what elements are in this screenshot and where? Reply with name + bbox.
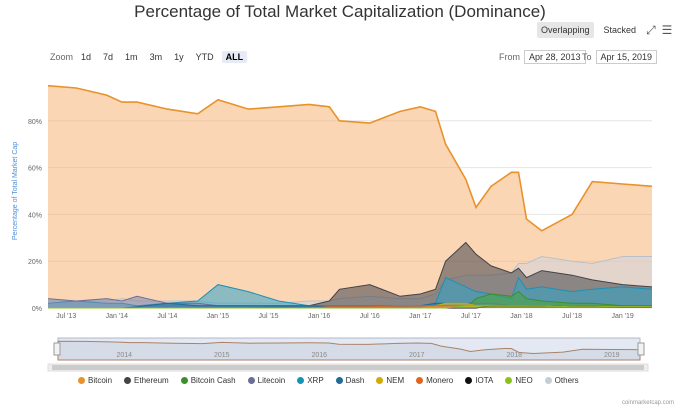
legend-label: Others [554, 376, 579, 385]
legend-marker [335, 377, 343, 384]
legend-item-bitcoin[interactable]: Bitcoin [78, 376, 112, 385]
zoom-ytd-button[interactable]: YTD [195, 52, 214, 62]
line-neo [48, 305, 652, 309]
x-axis-labels: Jul '13 Jan '14 Jul '14 Jan '15 Jul '15 Jan '… [56, 313, 634, 320]
x-tick-label: Jul '15 [259, 313, 279, 320]
legend-item-litecoin[interactable]: Litecoin [247, 376, 286, 385]
legend-marker [465, 377, 473, 384]
stacked-button[interactable]: Stacked [603, 25, 637, 35]
to-label: To [582, 52, 592, 62]
legend-label: Bitcoin Cash [190, 376, 236, 385]
navigator[interactable]: 2014 2015 2016 2017 2018 2019 [47, 337, 649, 372]
navigator-label: 2014 [117, 352, 133, 359]
legend-item-neo[interactable]: NEO [505, 376, 533, 385]
overlapping-button[interactable]: Overlapping [537, 22, 594, 38]
navigator-label: 2019 [604, 352, 620, 359]
navigator-right-handle [637, 342, 645, 356]
legend-label: IOTA [475, 376, 494, 385]
legend-marker [78, 377, 85, 384]
dominance-chart: 0% 20% 40% 60% 80% Jul '13 Jan '14 Jul '14 Jan … [12, 84, 653, 372]
legend-marker [297, 377, 305, 384]
legend-label: NEM [386, 376, 405, 385]
legend-label: Monero [426, 376, 454, 385]
range-to: To Apr 15, 2019 [582, 50, 658, 64]
x-tick-label: Jan '15 [207, 313, 229, 320]
x-tick-label: Jan '18 [510, 313, 532, 320]
to-date-input[interactable]: Apr 15, 2019 [595, 50, 658, 64]
zoom-1m-button[interactable]: 1m [125, 52, 138, 62]
area-ethereum [48, 242, 652, 308]
legend-item-monero[interactable]: Monero [416, 376, 453, 385]
legend-item-ethereum[interactable]: Ethereum [124, 376, 169, 385]
menu-icon[interactable]: ☰ [661, 23, 673, 37]
zoom-7d-button[interactable]: 7d [103, 52, 114, 62]
x-tick-label: Jul '17 [461, 313, 481, 320]
series-areas [47, 84, 653, 309]
x-tick-label: Jan '17 [409, 313, 431, 320]
y-tick-label: 20% [28, 259, 42, 266]
navigator-label: 2016 [311, 352, 327, 359]
x-tick-label: Jul '18 [562, 313, 582, 320]
mode-switch: Overlapping Stacked ⤢ ☰ [537, 22, 672, 38]
legend-label: Bitcoin [88, 376, 113, 385]
legend-item-dash[interactable]: Dash [335, 376, 365, 385]
x-tick-label: Jul '13 [56, 313, 76, 320]
fullscreen-icon[interactable]: ⤢ [646, 22, 656, 37]
area-bitcoin [48, 85, 652, 308]
legend-label: Litecoin [257, 376, 286, 385]
range-from: From Apr 28, 2013 [499, 50, 586, 64]
legend-label: NEO [515, 376, 533, 385]
line-bitcoin [47, 84, 653, 232]
area-neo [48, 305, 652, 308]
navigator-label: 2018 [506, 352, 522, 359]
legend-item-iota[interactable]: IOTA [465, 376, 493, 385]
chart-title: Percentage of Total Market Capitalizatio… [134, 2, 546, 21]
legend-marker [247, 377, 255, 384]
legend-label: XRP [307, 376, 324, 385]
y-tick-label: 80% [28, 119, 42, 126]
legend-label: Ethereum [134, 376, 169, 385]
legend-item-bitcoin-cash[interactable]: Bitcoin Cash [180, 376, 236, 385]
y-tick-label: 40% [28, 212, 42, 219]
legend-marker [416, 377, 424, 384]
from-date-input[interactable]: Apr 28, 2013 [524, 50, 586, 64]
legend-label: Dash [345, 376, 365, 385]
zoom-bar: Zoom 1d 7d 1m 3m 1y YTD ALL [50, 51, 248, 63]
x-tick-label: Jan '16 [308, 313, 330, 320]
area-bitcoin-cash [48, 291, 652, 308]
zoom-label: Zoom [50, 52, 74, 62]
legend-marker [124, 377, 132, 384]
y-axis-labels: 0% 20% 40% 60% 80% [28, 119, 42, 313]
legend-marker [505, 377, 513, 384]
x-tick-label: Jul '16 [360, 313, 380, 320]
x-tick-label: Jan '14 [106, 313, 128, 320]
zoom-all-button[interactable]: ALL [221, 51, 248, 63]
navigator-series [57, 340, 641, 361]
y-tick-label: 60% [28, 166, 42, 173]
legend-item-nem[interactable]: NEM [376, 376, 404, 385]
x-tick-label: Jul '14 [157, 313, 177, 320]
zoom-1d-button[interactable]: 1d [81, 52, 92, 62]
legend-item-others[interactable]: Others [544, 376, 579, 385]
legend: Bitcoin Ethereum Bitcoin Cash Litecoin XRP Da… [78, 376, 579, 385]
zoom-1y-button[interactable]: 1y [174, 52, 184, 62]
navigator-label: 2015 [214, 352, 230, 359]
legend-marker [180, 377, 188, 384]
legend-item-xrp[interactable]: XRP [297, 376, 324, 385]
zoom-3m-button[interactable]: 3m [149, 52, 163, 62]
scrollbar-thumb [52, 365, 644, 370]
legend-marker [544, 377, 552, 384]
navigator-label: 2017 [409, 352, 425, 359]
credit-text: coinmarketcap.com [621, 400, 674, 406]
x-tick-label: Jan '19 [611, 313, 633, 320]
from-label: From [499, 52, 520, 62]
y-tick-label: 0% [32, 306, 42, 313]
y-axis-title: Percentage of Total Market Cap [12, 142, 19, 240]
navigator-left-handle [53, 342, 61, 356]
legend-marker [376, 377, 384, 384]
